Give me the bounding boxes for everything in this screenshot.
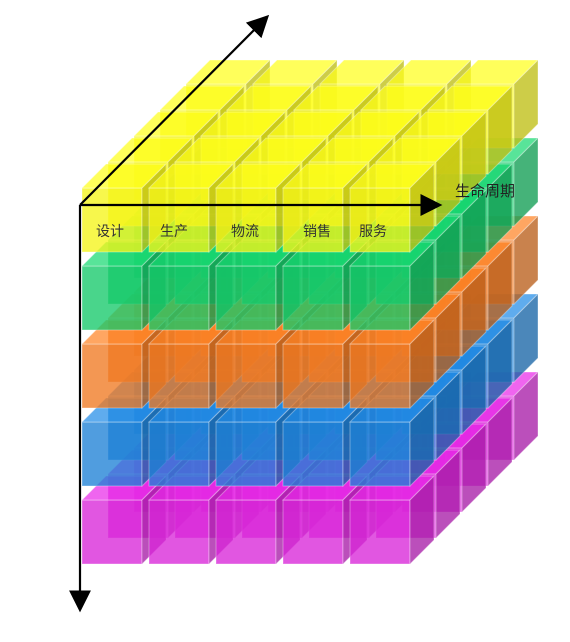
cube-side-face — [435, 448, 461, 540]
cube-side-face — [487, 318, 513, 410]
cube-side-face — [487, 396, 513, 488]
cube-side-face — [487, 84, 513, 176]
cube-side-face — [409, 240, 435, 332]
column-label-design: 设计 — [96, 224, 124, 240]
cube-side-face — [487, 240, 513, 332]
cube-front-face — [215, 265, 277, 331]
cube-front-face — [148, 343, 210, 409]
labels: 生命周期 设计 生产 物流 销售 服务 — [96, 182, 515, 240]
column-label-logistics: 物流 — [231, 224, 259, 240]
cube-front-face — [282, 265, 344, 331]
cube-side-face — [513, 58, 539, 150]
cube-side-face — [487, 162, 513, 254]
cube-front-face — [349, 187, 411, 253]
cube-front-face — [81, 421, 143, 487]
cube-front-face — [215, 343, 277, 409]
cube-layers — [80, 58, 540, 566]
column-label-production: 生产 — [160, 224, 188, 240]
cube-front-face — [349, 421, 411, 487]
cube-side-face — [409, 396, 435, 488]
cube-side-face — [513, 214, 539, 306]
cube-side-face — [409, 318, 435, 410]
cube-front-face — [349, 499, 411, 565]
cube-front-face — [81, 265, 143, 331]
cube-front-face — [215, 187, 277, 253]
column-label-service: 服务 — [359, 224, 387, 240]
lifecycle-axis-label: 生命周期 — [455, 182, 515, 200]
cube-front-face — [282, 187, 344, 253]
cube-side-face — [435, 214, 461, 306]
cube-front-face — [81, 499, 143, 565]
cube-front-face — [215, 499, 277, 565]
cube-front-face — [148, 265, 210, 331]
cube-block — [348, 396, 436, 488]
cube-front-face — [81, 343, 143, 409]
cube-block — [348, 240, 436, 332]
cube-front-face — [148, 499, 210, 565]
cube-front-face — [349, 343, 411, 409]
cube-side-face — [461, 110, 487, 202]
cube-front-face — [282, 499, 344, 565]
cube-side-face — [513, 136, 539, 228]
cube-side-face — [461, 422, 487, 514]
cube-side-face — [461, 344, 487, 436]
cube-block — [348, 474, 436, 566]
axes — [69, 14, 443, 613]
cube-front-face — [81, 187, 143, 253]
cube-side-face — [461, 266, 487, 358]
cube-side-face — [461, 188, 487, 280]
cube-front-face — [282, 343, 344, 409]
cube-front-face — [215, 421, 277, 487]
cube-front-face — [148, 421, 210, 487]
cube-front-face — [349, 265, 411, 331]
cube-side-face — [435, 370, 461, 462]
depth-axis — [79, 14, 270, 206]
column-label-sales: 销售 — [303, 224, 331, 240]
cube-block — [348, 318, 436, 410]
cube-side-face — [409, 474, 435, 566]
cube-front-face — [148, 187, 210, 253]
cube-front-face — [282, 421, 344, 487]
cube-side-face — [513, 292, 539, 384]
cube-side-face — [435, 292, 461, 384]
cube-side-face — [513, 370, 539, 462]
